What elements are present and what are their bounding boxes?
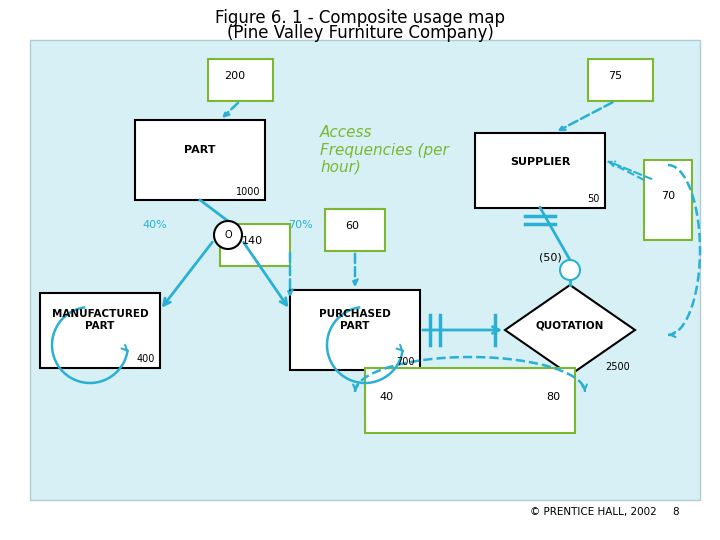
Text: 60: 60 [345, 221, 359, 231]
Text: 1000: 1000 [235, 187, 260, 197]
Text: 40%: 40% [143, 220, 167, 230]
Text: 200: 200 [225, 71, 246, 81]
Bar [325, 209, 385, 251]
Bar [207, 59, 272, 101]
Text: 50: 50 [588, 194, 600, 205]
Text: 80: 80 [546, 392, 560, 402]
Text: Figure 6. 1 - Composite usage map: Figure 6. 1 - Composite usage map [215, 9, 505, 27]
Bar [290, 290, 420, 370]
Text: QUOTATION: QUOTATION [536, 320, 604, 330]
Text: MANUFACTURED
PART: MANUFACTURED PART [52, 309, 148, 331]
Polygon shape [505, 285, 635, 375]
Text: 70: 70 [661, 191, 675, 201]
Bar [475, 132, 605, 207]
Text: PART: PART [184, 145, 216, 155]
Text: PURCHASED
PART: PURCHASED PART [319, 309, 391, 331]
Text: SUPPLIER: SUPPLIER [510, 157, 570, 167]
Circle shape [560, 260, 580, 280]
Text: Access
Frequencies (per
hour): Access Frequencies (per hour) [320, 125, 449, 175]
Text: 140: 140 [241, 236, 263, 246]
Bar [40, 293, 160, 368]
Text: (Pine Valley Furniture Company): (Pine Valley Furniture Company) [227, 24, 493, 42]
Text: 70%: 70% [287, 220, 312, 230]
Text: © PRENTICE HALL, 2002     8: © PRENTICE HALL, 2002 8 [530, 507, 680, 517]
Text: 40: 40 [380, 392, 394, 402]
Bar [135, 120, 265, 200]
Text: 400: 400 [137, 354, 155, 364]
Bar [644, 160, 692, 240]
Text: 75: 75 [608, 71, 622, 81]
Bar [588, 59, 652, 101]
Bar [220, 224, 290, 266]
Bar [30, 40, 700, 500]
Text: 700: 700 [397, 357, 415, 367]
Text: (50): (50) [539, 252, 562, 262]
Text: 2500: 2500 [606, 362, 630, 372]
Bar [365, 368, 575, 433]
Text: O: O [224, 230, 232, 240]
Circle shape [214, 221, 242, 249]
